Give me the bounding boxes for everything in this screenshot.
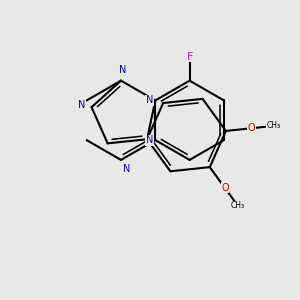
Text: F: F bbox=[186, 52, 193, 62]
Text: O: O bbox=[248, 123, 255, 133]
Text: N: N bbox=[146, 95, 153, 106]
Text: CH₃: CH₃ bbox=[231, 201, 245, 210]
Text: N: N bbox=[123, 164, 130, 174]
Text: CH₃: CH₃ bbox=[266, 122, 280, 130]
Text: N: N bbox=[119, 65, 127, 75]
Text: N: N bbox=[78, 100, 85, 110]
Text: N: N bbox=[146, 135, 153, 145]
Text: O: O bbox=[221, 183, 229, 193]
